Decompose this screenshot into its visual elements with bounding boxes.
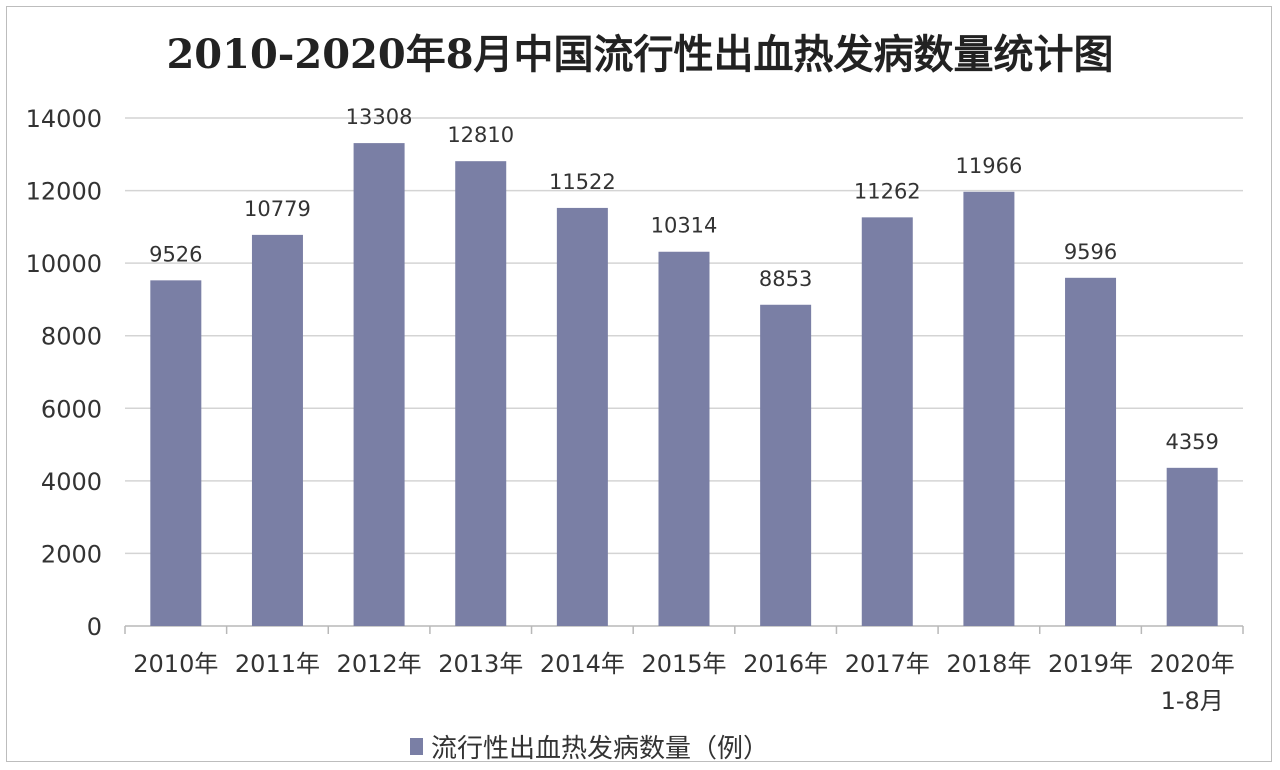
y-tick-label: 10000 — [26, 250, 102, 278]
y-tick-label: 8000 — [41, 323, 102, 351]
y-tick-label: 6000 — [41, 395, 102, 423]
data-label: 4359 — [1165, 430, 1218, 454]
bar — [556, 207, 608, 626]
legend-label: 流行性出血热发病数量（例） — [431, 733, 770, 764]
data-label: 11262 — [854, 179, 921, 203]
bar — [1065, 277, 1117, 626]
x-tick-label: 2019年 — [1048, 650, 1133, 678]
bar — [963, 191, 1015, 626]
x-tick-label: 2016年 — [743, 650, 828, 678]
chart-frame — [6, 6, 1272, 762]
bar — [1166, 467, 1218, 626]
bar — [455, 161, 507, 626]
data-label: 10779 — [244, 197, 311, 221]
y-tick-label: 12000 — [26, 178, 102, 206]
y-tick-label: 4000 — [41, 468, 102, 496]
bar — [658, 251, 710, 626]
x-tick-label: 1-8月 — [1161, 687, 1224, 715]
chart-title: 2010-2020年8月中国流行性出血热发病数量统计图 — [166, 31, 1114, 78]
x-tick-label: 2012年 — [337, 650, 422, 678]
x-tick-label: 2011年 — [235, 650, 320, 678]
x-tick-label: 2020年 — [1150, 650, 1235, 678]
y-tick-label: 0 — [87, 613, 102, 641]
y-tick-label: 2000 — [41, 540, 102, 568]
x-tick-label: 2018年 — [946, 650, 1031, 678]
data-label: 12810 — [447, 123, 514, 147]
data-label: 8853 — [759, 267, 812, 291]
data-label: 11522 — [549, 170, 616, 194]
x-tick-label: 2010年 — [133, 650, 218, 678]
data-label: 13308 — [346, 105, 413, 129]
x-tick-label: 2013年 — [438, 650, 523, 678]
bar — [861, 217, 913, 626]
bar — [150, 280, 202, 626]
x-tick-label: 2014年 — [540, 650, 625, 678]
legend-swatch — [410, 737, 423, 755]
x-tick-label: 2017年 — [845, 650, 930, 678]
data-label: 11966 — [956, 154, 1023, 178]
data-label: 9596 — [1064, 240, 1117, 264]
x-tick-label: 2015年 — [641, 650, 726, 678]
bar — [353, 143, 405, 626]
legend: 流行性出血热发病数量（例） — [410, 728, 769, 764]
data-label: 9526 — [149, 242, 202, 266]
data-label: 10314 — [651, 214, 718, 238]
bar — [760, 304, 812, 626]
y-tick-label: 14000 — [26, 105, 102, 133]
bar — [251, 234, 303, 626]
